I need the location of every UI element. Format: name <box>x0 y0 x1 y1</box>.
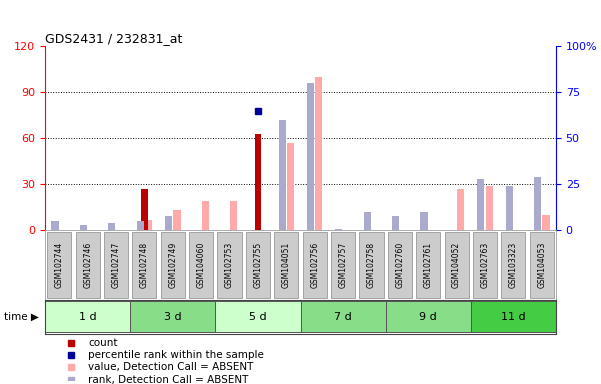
Bar <box>136 221 144 230</box>
Text: GSM102747: GSM102747 <box>112 242 121 288</box>
Text: GSM102748: GSM102748 <box>140 242 149 288</box>
Text: GSM102749: GSM102749 <box>168 242 177 288</box>
FancyBboxPatch shape <box>386 301 471 332</box>
Text: 11 d: 11 d <box>501 312 526 322</box>
Text: time ▶: time ▶ <box>4 312 39 322</box>
FancyBboxPatch shape <box>473 232 497 298</box>
Text: GSM104053: GSM104053 <box>537 242 546 288</box>
FancyBboxPatch shape <box>246 232 270 298</box>
Bar <box>165 216 172 230</box>
Text: GSM103323: GSM103323 <box>509 242 518 288</box>
FancyBboxPatch shape <box>160 232 185 298</box>
Text: GSM102758: GSM102758 <box>367 242 376 288</box>
FancyBboxPatch shape <box>388 232 412 298</box>
Text: count: count <box>88 338 118 348</box>
Text: value, Detection Call = ABSENT: value, Detection Call = ABSENT <box>88 362 254 372</box>
FancyBboxPatch shape <box>189 232 213 298</box>
Bar <box>52 221 58 230</box>
FancyBboxPatch shape <box>471 301 556 332</box>
Bar <box>202 201 209 230</box>
FancyBboxPatch shape <box>132 232 156 298</box>
Text: GSM102756: GSM102756 <box>310 242 319 288</box>
Text: GSM102761: GSM102761 <box>424 242 433 288</box>
FancyBboxPatch shape <box>274 232 298 298</box>
FancyBboxPatch shape <box>218 232 242 298</box>
FancyBboxPatch shape <box>47 232 72 298</box>
Text: 1 d: 1 d <box>79 312 96 322</box>
Text: 9 d: 9 d <box>419 312 437 322</box>
Bar <box>392 216 399 230</box>
Bar <box>316 77 323 230</box>
Bar <box>477 179 484 230</box>
FancyBboxPatch shape <box>76 232 100 298</box>
FancyBboxPatch shape <box>501 232 525 298</box>
Bar <box>174 210 180 230</box>
Text: rank, Detection Call = ABSENT: rank, Detection Call = ABSENT <box>88 375 249 384</box>
FancyBboxPatch shape <box>416 232 441 298</box>
Text: GSM102755: GSM102755 <box>254 242 263 288</box>
Bar <box>421 212 427 230</box>
FancyBboxPatch shape <box>303 232 327 298</box>
Text: GSM104060: GSM104060 <box>197 242 206 288</box>
FancyBboxPatch shape <box>130 301 215 332</box>
Bar <box>457 189 465 230</box>
Text: GSM102746: GSM102746 <box>83 242 92 288</box>
Text: GSM102763: GSM102763 <box>480 242 489 288</box>
Text: percentile rank within the sample: percentile rank within the sample <box>88 350 264 360</box>
Bar <box>486 186 493 230</box>
Bar <box>230 201 237 230</box>
Text: GSM102757: GSM102757 <box>338 242 347 288</box>
Bar <box>80 225 87 230</box>
FancyBboxPatch shape <box>104 232 128 298</box>
Bar <box>108 223 115 230</box>
Bar <box>307 83 314 230</box>
Bar <box>505 186 513 230</box>
FancyBboxPatch shape <box>331 232 355 298</box>
Bar <box>141 189 147 230</box>
Bar <box>145 220 152 230</box>
Bar <box>287 143 294 230</box>
Bar <box>543 215 549 230</box>
FancyBboxPatch shape <box>359 232 383 298</box>
Text: 7 d: 7 d <box>334 312 352 322</box>
Text: GSM104052: GSM104052 <box>452 242 461 288</box>
FancyBboxPatch shape <box>45 301 130 332</box>
FancyBboxPatch shape <box>215 301 300 332</box>
FancyBboxPatch shape <box>445 232 469 298</box>
Bar <box>364 212 371 230</box>
Bar <box>278 120 285 230</box>
Text: GSM102753: GSM102753 <box>225 242 234 288</box>
Text: GSM102760: GSM102760 <box>395 242 404 288</box>
Bar <box>534 177 541 230</box>
Bar <box>335 228 343 230</box>
FancyBboxPatch shape <box>300 301 386 332</box>
Text: GSM104051: GSM104051 <box>282 242 291 288</box>
Text: GSM102744: GSM102744 <box>55 242 64 288</box>
Text: GDS2431 / 232831_at: GDS2431 / 232831_at <box>45 32 183 45</box>
FancyBboxPatch shape <box>529 232 554 298</box>
Text: 3 d: 3 d <box>164 312 182 322</box>
Text: 5 d: 5 d <box>249 312 267 322</box>
Bar <box>255 134 261 230</box>
